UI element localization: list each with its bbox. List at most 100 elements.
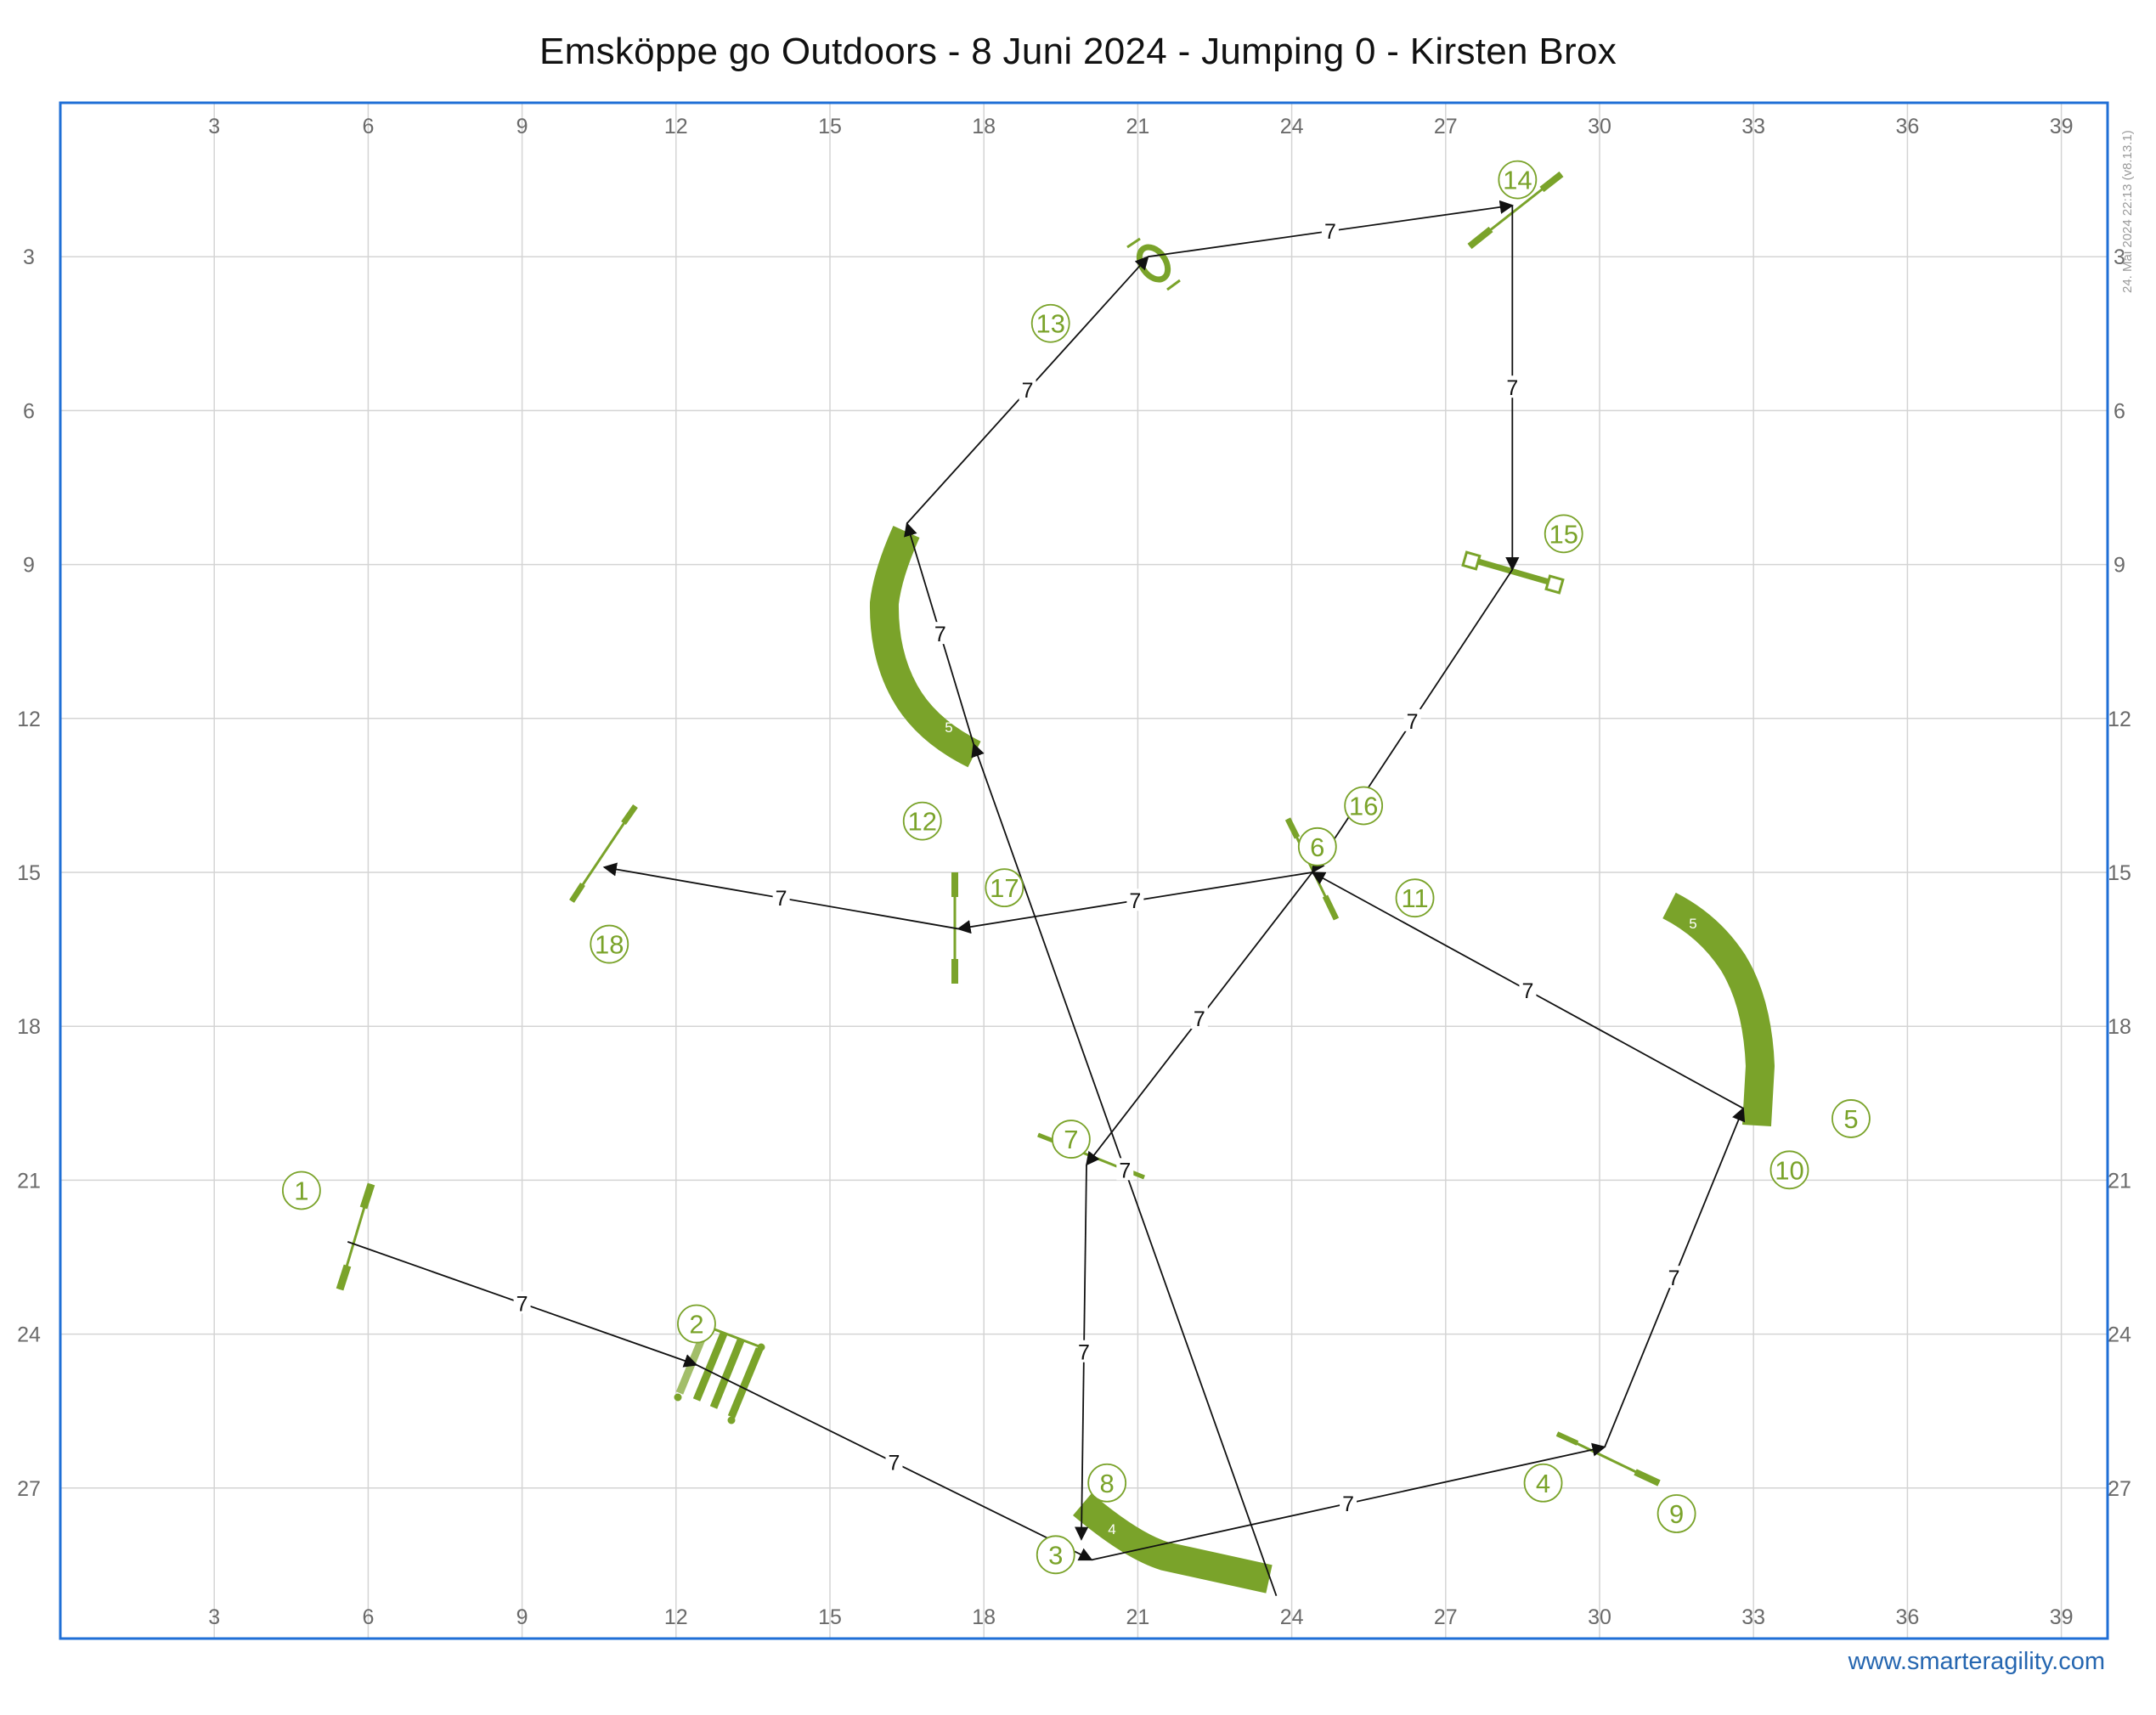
path-label-bg <box>513 1291 531 1314</box>
obstacle-number-circle <box>1030 303 1070 343</box>
y-axis-label-left: 6 <box>23 399 35 423</box>
x-axis-label-bottom: 9 <box>516 1605 528 1629</box>
obstacle-number-circle <box>1498 160 1538 200</box>
x-axis-label-bottom: 3 <box>208 1605 220 1629</box>
course-path: 7 7 7 7 7 7 7 7 7 7 7 7 7 7 7 <box>347 200 1746 1596</box>
path-label-bg <box>885 1450 903 1473</box>
jump-14-icon <box>1467 171 1564 250</box>
jump-4-icon <box>1555 1431 1661 1487</box>
path-distance-label: 7 <box>1119 1159 1131 1182</box>
obstacle-number-circle <box>1344 786 1384 826</box>
path-distance-label: 7 <box>516 1292 528 1316</box>
obstacle-number-12: 12 <box>907 807 936 837</box>
y-axis-label-right: 6 <box>2114 399 2125 423</box>
x-axis-label-top: 36 <box>1895 115 1919 138</box>
x-axis-label-bottom: 12 <box>664 1605 688 1629</box>
path-distance-label: 7 <box>1506 376 1518 400</box>
path-distance-label: 7 <box>776 887 787 911</box>
x-axis-label-bottom: 30 <box>1588 1605 1611 1629</box>
tunnel-3-length: 4 <box>1108 1521 1115 1537</box>
x-axis-label-bottom: 15 <box>818 1605 842 1629</box>
x-axis-label-bottom: 21 <box>1126 1605 1149 1629</box>
x-axis-label-bottom: 27 <box>1434 1605 1458 1629</box>
path-label-bg <box>1126 889 1144 911</box>
obstacle-number-14: 14 <box>1503 166 1532 195</box>
obstacle-number-circle <box>1051 1120 1091 1159</box>
obstacle-number-circle <box>1769 1150 1809 1190</box>
obstacle-number-6: 6 <box>1310 832 1324 862</box>
x-axis-label-top: 18 <box>972 115 996 138</box>
obstacle-number-9: 9 <box>1669 1499 1684 1529</box>
obstacle-number-circle <box>590 924 629 964</box>
obstacle-number-circle <box>1297 826 1337 866</box>
x-axis-label-top: 33 <box>1741 115 1765 138</box>
path-distance-label: 7 <box>934 623 946 646</box>
y-axis-label-left: 21 <box>17 1169 41 1193</box>
obstacle-number-18: 18 <box>595 930 624 960</box>
x-axis-label-bottom: 33 <box>1741 1605 1765 1629</box>
x-axis-label-bottom: 39 <box>2050 1605 2074 1629</box>
path-label-bg <box>772 886 790 909</box>
obstacle-number-16: 16 <box>1349 791 1378 821</box>
y-axis-label-right: 15 <box>2108 861 2131 885</box>
jump-18-icon <box>569 804 638 903</box>
obstacle-number-circle <box>1087 1463 1127 1503</box>
arena-frame <box>59 101 2109 1640</box>
path-distance-label: 7 <box>1022 379 1034 403</box>
obstacle-number-circle <box>902 801 942 841</box>
y-axis-label-right: 9 <box>2114 554 2125 578</box>
path-distance-label: 7 <box>1342 1492 1354 1516</box>
path-label-bg <box>1504 375 1521 398</box>
y-axis-label-right: 3 <box>2114 245 2125 269</box>
y-axis-label-left: 3 <box>23 245 35 269</box>
obstacle-number-10: 10 <box>1775 1155 1803 1185</box>
obstacle-number-circle <box>281 1171 321 1210</box>
obstacle-number-circle <box>1657 1494 1696 1533</box>
equipment <box>336 171 1775 1594</box>
website-link[interactable]: www.smarteragility.com <box>1848 1648 2105 1675</box>
path-distance-label: 7 <box>1324 220 1336 244</box>
y-axis-label-right: 18 <box>2108 1015 2131 1039</box>
obstacle-number-15: 15 <box>1549 519 1577 549</box>
jump-15-icon <box>1461 550 1565 595</box>
y-axis-labels-left: 3 6 9 12 15 18 21 24 27 <box>17 245 41 1501</box>
path-label-bg <box>1019 378 1036 401</box>
path-distance-label: 7 <box>1668 1267 1680 1290</box>
obstacle-number-circle <box>677 1304 716 1344</box>
obstacle-number-circle <box>985 868 1024 908</box>
x-axis-label-top: 9 <box>516 115 528 138</box>
x-axis-label-top: 21 <box>1126 115 1149 138</box>
obstacle-number-4: 4 <box>1536 1469 1550 1498</box>
x-axis-label-bottom: 18 <box>972 1605 996 1629</box>
path-label-bg <box>1075 1340 1092 1362</box>
obstacle-number-1: 1 <box>294 1176 308 1205</box>
path-label-bg <box>1665 1266 1683 1289</box>
x-axis-labels-bottom: 3 6 9 12 15 18 21 24 27 30 33 36 39 <box>208 1605 2073 1629</box>
obstacle-number-circle <box>1523 1463 1563 1503</box>
y-axis-label-left: 24 <box>17 1323 41 1347</box>
path-distance-label: 7 <box>889 1452 900 1475</box>
path-label-bg <box>1116 1158 1134 1181</box>
obstacle-number-circle <box>1831 1099 1871 1138</box>
tunnel-12-length: 5 <box>945 719 952 736</box>
jump-1-icon <box>336 1182 375 1291</box>
version-stamp: 24. Mai 2024 22:13 (v8.13.1) <box>2120 130 2135 293</box>
x-axis-label-top: 30 <box>1588 115 1611 138</box>
path-label-bg <box>1190 1007 1208 1030</box>
tire-13-icon <box>1126 237 1181 291</box>
path-label-bg <box>1403 708 1421 731</box>
obstacle-number-17: 17 <box>990 873 1019 903</box>
obstacle-number-5: 5 <box>1843 1104 1858 1134</box>
course-title: Emsköppe go Outdoors - 8 Juni 2024 - Jum… <box>539 31 1617 72</box>
x-axis-label-top: 12 <box>664 115 688 138</box>
x-axis-labels-top: 3 6 9 12 15 18 21 24 27 30 33 36 39 <box>208 115 2073 138</box>
path-distance-label: 7 <box>1194 1007 1205 1031</box>
y-axis-label-left: 15 <box>17 861 41 885</box>
y-axis-label-right: 21 <box>2108 1169 2131 1193</box>
obstacle-number-8: 8 <box>1100 1469 1115 1498</box>
y-axis-label-right: 24 <box>2108 1323 2131 1347</box>
y-axis-labels-right: 3 6 9 12 15 18 21 24 27 <box>2108 245 2131 1501</box>
path-label-bg <box>931 622 949 645</box>
path-label-bg <box>1340 1491 1357 1514</box>
